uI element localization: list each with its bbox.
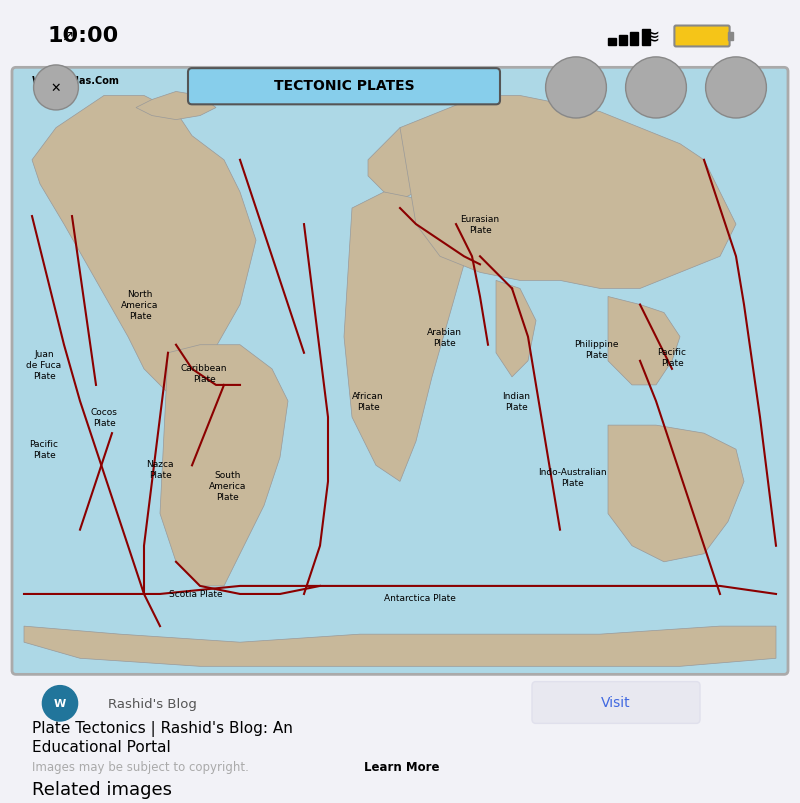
Text: Visit: Visit [601, 695, 631, 710]
Text: Indian
Plate: Indian Plate [502, 391, 530, 411]
Text: Caribbean
Plate: Caribbean Plate [181, 363, 227, 383]
Circle shape [42, 686, 78, 721]
Text: Related images: Related images [32, 780, 172, 797]
FancyBboxPatch shape [674, 26, 730, 47]
Text: Educational Portal: Educational Portal [32, 740, 170, 754]
Polygon shape [400, 96, 736, 289]
Polygon shape [24, 626, 776, 666]
Bar [642, 30, 650, 46]
FancyBboxPatch shape [12, 68, 788, 675]
Text: ≋: ≋ [644, 28, 660, 47]
Text: 10:00: 10:00 [48, 26, 119, 46]
Text: Plate Tectonics | Rashid's Blog: An: Plate Tectonics | Rashid's Blog: An [32, 720, 293, 736]
Polygon shape [160, 345, 288, 586]
Text: Eurasian
Plate: Eurasian Plate [461, 215, 499, 234]
Text: WorldAtlas.Com: WorldAtlas.Com [32, 76, 120, 86]
Circle shape [626, 58, 686, 119]
Polygon shape [496, 281, 536, 377]
Text: ↗: ↗ [52, 29, 74, 43]
Polygon shape [608, 297, 680, 385]
Text: ✕: ✕ [50, 82, 62, 95]
Bar [608, 39, 616, 46]
Polygon shape [32, 96, 256, 402]
Text: Philippine
Plate: Philippine Plate [574, 340, 618, 360]
Polygon shape [368, 128, 448, 201]
Text: Antarctica Plate: Antarctica Plate [384, 593, 456, 603]
Text: Arabian
Plate: Arabian Plate [426, 328, 462, 348]
Polygon shape [344, 193, 464, 482]
Text: Cocos
Plate: Cocos Plate [90, 407, 118, 427]
Text: Images may be subject to copyright.: Images may be subject to copyright. [32, 760, 253, 773]
Text: Indo-Australian
Plate: Indo-Australian Plate [538, 467, 606, 488]
Polygon shape [608, 426, 744, 562]
Bar [630, 33, 638, 46]
Bar [619, 36, 627, 46]
FancyBboxPatch shape [532, 682, 700, 724]
Text: TECTONIC PLATES: TECTONIC PLATES [274, 79, 414, 93]
Circle shape [546, 58, 606, 119]
Bar [728, 33, 733, 41]
Text: Nazca
Plate: Nazca Plate [146, 459, 174, 480]
Text: Juan
de Fuca
Plate: Juan de Fuca Plate [26, 350, 62, 381]
Circle shape [34, 66, 78, 111]
Text: Learn More: Learn More [364, 760, 439, 773]
Text: African
Plate: African Plate [352, 391, 384, 411]
Text: North
America
Plate: North America Plate [122, 290, 158, 320]
FancyBboxPatch shape [188, 69, 500, 105]
Text: Scotia Plate: Scotia Plate [169, 589, 223, 599]
Circle shape [706, 58, 766, 119]
Text: Rashid's Blog: Rashid's Blog [108, 697, 197, 710]
Text: Pacific
Plate: Pacific Plate [30, 440, 58, 459]
Text: South
America
Plate: South America Plate [210, 471, 246, 501]
Text: Pacific
Plate: Pacific Plate [658, 347, 686, 368]
Text: W: W [54, 699, 66, 708]
Polygon shape [136, 92, 216, 120]
